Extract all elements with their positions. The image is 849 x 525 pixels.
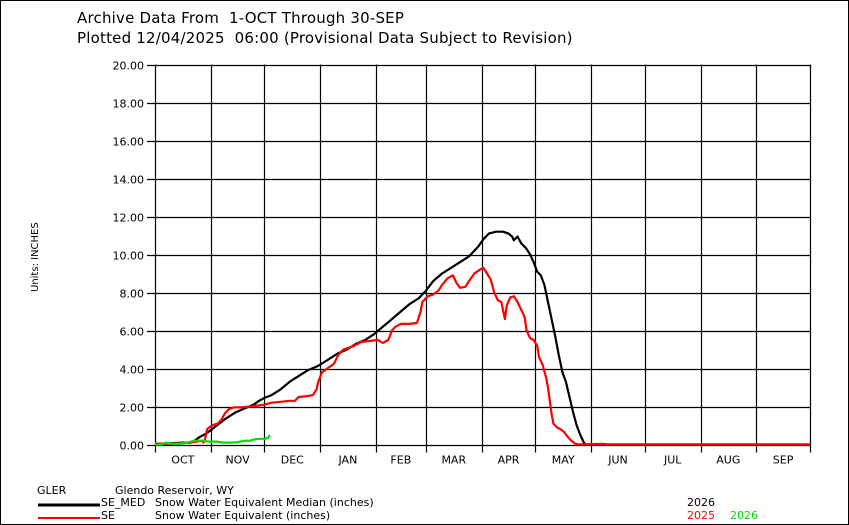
data-series — [154, 230, 810, 446]
x-tick-label: JUL — [663, 454, 682, 467]
y-axis-label: Units: INCHES — [30, 222, 41, 292]
x-axis-ticks: OCT NOV DEC JAN FEB MAR APR MAY JUN JUL AUG SEP — [171, 454, 793, 467]
legend-desc-se: Snow Water Equivalent (inches) — [155, 509, 331, 522]
station-id: GLER — [37, 484, 67, 497]
legend-year-se-2026: 2026 — [730, 509, 758, 522]
x-tick-label: SEP — [773, 454, 794, 467]
y-tick-label: 4.00 — [120, 364, 145, 377]
y-tick-label: 18.00 — [113, 98, 145, 111]
x-tick-label: MAR — [441, 454, 466, 467]
x-tick-label: JUN — [607, 454, 628, 467]
series-line-1 — [155, 266, 810, 446]
legend-code-se: SE — [101, 509, 115, 522]
y-tick-label: 16.00 — [113, 136, 145, 149]
y-tick-label: 14.00 — [113, 174, 145, 187]
legend-year-se-2025: 2025 — [687, 509, 715, 522]
chart-subtitle: Plotted 12/04/2025 06:00 (Provisional Da… — [77, 29, 573, 47]
y-tick-label: 10.00 — [113, 250, 145, 263]
x-tick-label: NOV — [225, 454, 250, 467]
y-tick-label: 0.00 — [120, 440, 145, 453]
x-tick-label: DEC — [281, 454, 304, 467]
legend-year-median-2026: 2026 — [687, 496, 715, 509]
grid-lines — [147, 64, 812, 453]
x-tick-label: FEB — [390, 454, 411, 467]
x-tick-label: MAY — [552, 454, 575, 467]
legend-desc-median: Snow Water Equivalent Median (inches) — [155, 496, 374, 509]
y-tick-label: 2.00 — [120, 402, 145, 415]
station-name: Glendo Reservoir, WY — [115, 484, 234, 497]
x-tick-label: OCT — [171, 454, 194, 467]
y-tick-label: 12.00 — [113, 212, 145, 225]
x-tick-label: JAN — [338, 454, 358, 467]
y-tick-label: 8.00 — [120, 288, 145, 301]
series-line-2 — [155, 434, 271, 446]
y-tick-label: 20.00 — [113, 60, 145, 73]
x-tick-label: AUG — [716, 454, 740, 467]
legend-code-median: SE_MED — [101, 496, 146, 509]
y-tick-label: 6.00 — [120, 326, 145, 339]
x-tick-label: APR — [498, 454, 520, 467]
chart-title: Archive Data From 1-OCT Through 30-SEP — [77, 9, 405, 27]
y-axis-ticks: 0.00 2.00 4.00 6.00 8.00 10.00 12.00 14.00 16.00… — [113, 60, 145, 453]
